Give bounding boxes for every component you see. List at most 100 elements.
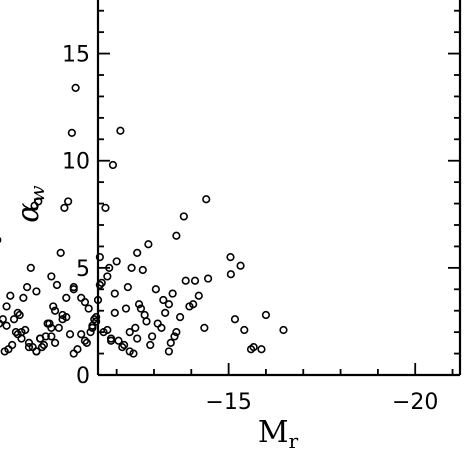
data-points bbox=[0, 83, 288, 358]
data-point bbox=[236, 261, 245, 270]
y-tick-label: 0 bbox=[76, 364, 90, 389]
data-point bbox=[77, 330, 86, 339]
data-point bbox=[52, 280, 62, 290]
data-point bbox=[50, 306, 60, 315]
data-point bbox=[80, 336, 90, 345]
data-point bbox=[133, 248, 142, 257]
data-point bbox=[22, 283, 32, 292]
data-point bbox=[114, 336, 123, 345]
data-point bbox=[185, 302, 194, 311]
data-point bbox=[181, 276, 190, 285]
data-point bbox=[164, 347, 174, 356]
svg-text:Mr: Mr bbox=[258, 415, 299, 452]
data-point bbox=[176, 313, 185, 322]
data-point bbox=[257, 345, 266, 354]
data-point bbox=[120, 340, 129, 350]
data-point bbox=[153, 319, 162, 328]
data-point bbox=[106, 334, 116, 343]
data-point bbox=[125, 347, 134, 356]
data-point bbox=[116, 126, 125, 135]
data-point bbox=[166, 338, 175, 347]
x-axis-title: Mr bbox=[258, 415, 299, 452]
data-point bbox=[261, 310, 271, 320]
data-point bbox=[200, 323, 209, 332]
data-point bbox=[0, 315, 7, 324]
y-tick-label: 15 bbox=[62, 43, 90, 68]
data-point bbox=[95, 280, 104, 290]
data-point bbox=[134, 300, 144, 309]
data-point bbox=[161, 308, 170, 317]
data-point bbox=[50, 338, 60, 347]
data-point bbox=[159, 295, 168, 305]
data-point bbox=[190, 276, 200, 285]
data-point bbox=[92, 313, 101, 322]
data-point bbox=[226, 253, 235, 262]
data-point bbox=[179, 212, 188, 221]
data-point bbox=[37, 343, 47, 352]
data-point bbox=[62, 293, 71, 302]
data-point bbox=[47, 332, 56, 341]
data-point bbox=[15, 310, 24, 320]
data-point bbox=[172, 328, 181, 337]
data-point bbox=[105, 263, 114, 272]
data-point bbox=[47, 323, 56, 332]
data-point bbox=[24, 343, 34, 352]
data-point bbox=[9, 315, 19, 324]
data-point bbox=[26, 263, 35, 272]
data-point bbox=[49, 302, 58, 311]
data-point bbox=[151, 285, 160, 294]
data-point bbox=[157, 323, 166, 332]
data-point bbox=[6, 291, 15, 300]
data-point bbox=[103, 325, 112, 335]
y-axis-title: αw bbox=[11, 185, 49, 222]
data-point bbox=[140, 310, 149, 320]
data-point bbox=[125, 328, 134, 337]
data-point bbox=[138, 265, 147, 275]
svg-text:αw: αw bbox=[11, 185, 49, 222]
data-point bbox=[0, 347, 9, 356]
data-point bbox=[67, 128, 76, 137]
data-point bbox=[127, 263, 136, 272]
x-tick-label: −20 bbox=[392, 390, 438, 415]
data-point bbox=[80, 298, 90, 307]
y-axis-label-subscript: w bbox=[25, 185, 49, 202]
data-point bbox=[82, 338, 91, 347]
data-point bbox=[19, 293, 28, 302]
data-point bbox=[13, 330, 22, 339]
x-axis-ticks: −15 −20 bbox=[115, 363, 454, 415]
data-point bbox=[142, 317, 151, 326]
data-point bbox=[69, 349, 78, 358]
data-point bbox=[65, 330, 75, 339]
data-point bbox=[17, 334, 26, 343]
data-point bbox=[0, 319, 4, 328]
data-point bbox=[39, 340, 48, 350]
data-point bbox=[168, 289, 177, 298]
data-point bbox=[203, 274, 213, 283]
y-tick-label: 5 bbox=[76, 257, 90, 282]
data-point bbox=[136, 304, 146, 313]
plot-frame bbox=[96, 0, 462, 377]
data-point bbox=[32, 287, 41, 296]
data-point bbox=[47, 272, 56, 281]
data-point bbox=[279, 325, 288, 335]
data-point bbox=[11, 328, 20, 337]
y-axis-label: α bbox=[11, 202, 46, 222]
data-point bbox=[133, 334, 142, 343]
data-point bbox=[194, 291, 203, 300]
data-point bbox=[24, 338, 34, 347]
data-point bbox=[84, 304, 93, 313]
data-point bbox=[146, 340, 155, 350]
data-point bbox=[202, 195, 211, 204]
data-point bbox=[92, 317, 101, 326]
data-point bbox=[108, 160, 118, 170]
data-point bbox=[170, 332, 179, 341]
data-point bbox=[110, 308, 119, 317]
data-point bbox=[101, 203, 110, 212]
data-point bbox=[8, 340, 17, 350]
data-point bbox=[69, 285, 78, 294]
data-point bbox=[73, 345, 82, 354]
data-point bbox=[110, 289, 119, 298]
data-point bbox=[13, 308, 22, 317]
data-point bbox=[54, 323, 63, 332]
